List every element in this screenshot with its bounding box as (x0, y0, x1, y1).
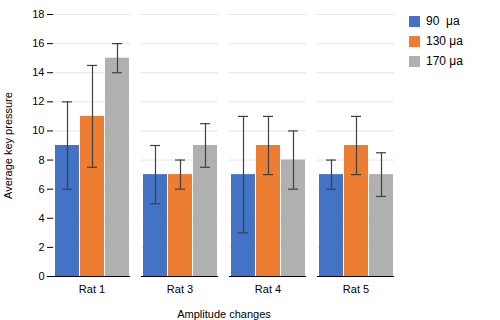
svg-text:Rat 1: Rat 1 (79, 283, 105, 295)
svg-text:Rat 3: Rat 3 (167, 283, 193, 295)
svg-text:12: 12 (32, 95, 44, 107)
svg-text:14: 14 (32, 66, 44, 78)
svg-text:2: 2 (38, 241, 44, 253)
svg-text:18: 18 (32, 8, 44, 20)
svg-text:10: 10 (32, 124, 44, 136)
svg-text:Rat 4: Rat 4 (255, 283, 281, 295)
svg-text:16: 16 (32, 37, 44, 49)
svg-text:0: 0 (38, 270, 44, 282)
html-text:90 μa: 90 μa (426, 14, 460, 28)
svg-text:Amplitude changes: Amplitude changes (177, 308, 271, 320)
svg-text:Average key pressure: Average key pressure (2, 92, 14, 199)
html-text:170 μa: 170 μa (426, 54, 463, 68)
svg-text:6: 6 (38, 183, 44, 195)
svg-text:8: 8 (38, 154, 44, 166)
html-text:130 μa: 130 μa (426, 34, 463, 48)
svg-text:Rat 5: Rat 5 (343, 283, 369, 295)
svg-text:4: 4 (38, 212, 44, 224)
